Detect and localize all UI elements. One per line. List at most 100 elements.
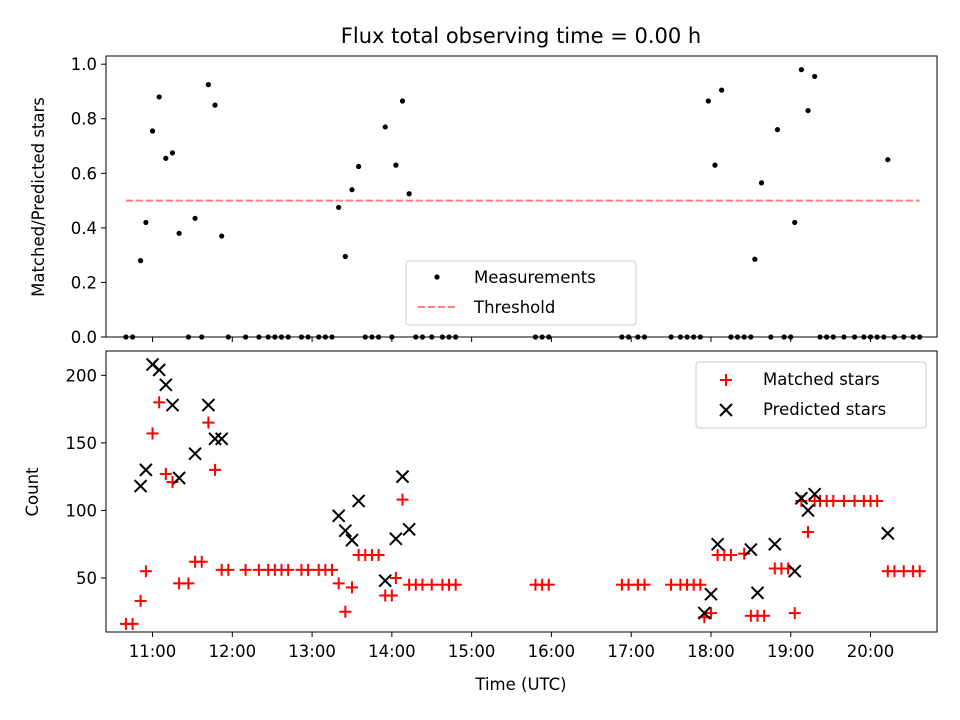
matched-stars-point — [339, 605, 352, 618]
predicted-stars-point — [768, 537, 782, 551]
x-tick-label: 13:00 — [288, 642, 336, 661]
predicted-stars-point — [402, 522, 416, 537]
measurement-point — [752, 256, 758, 262]
top-panel: 0.0 0.2 0.4 0.6 0.8 1.0 Matched/Predicted sta… — [29, 55, 938, 347]
measurement-point — [719, 87, 725, 93]
top-y-tick-label: 0.8 — [71, 110, 97, 129]
measurement-point — [798, 67, 804, 73]
bottom-legend-box — [695, 361, 927, 429]
matched-stars-point — [332, 577, 345, 590]
predicted-stars-point — [395, 469, 410, 484]
predicted-stars-point — [881, 526, 895, 541]
predicted-stars-point — [214, 432, 229, 446]
matched-stars-point — [694, 578, 707, 591]
predicted-stars-point — [378, 573, 392, 588]
predicted-stars-point — [788, 564, 802, 578]
legend-threshold-label: Threshold — [473, 298, 555, 317]
measurement-point — [393, 162, 399, 168]
legend-measurements-marker — [434, 274, 440, 280]
top-y-tick-label: 0.4 — [71, 219, 97, 238]
top-y-tick-label: 0.2 — [71, 273, 97, 292]
legend-predicted-label: Predicted stars — [763, 400, 886, 419]
measurement-point — [349, 187, 355, 193]
predicted-stars-point — [345, 533, 359, 547]
bottom-y-tick-label: 100 — [66, 501, 98, 520]
top-y-tick-label: 0.6 — [71, 164, 97, 183]
x-tick-label: 14:00 — [368, 642, 416, 661]
predicted-stars-point — [697, 606, 712, 620]
matched-stars-point — [871, 494, 884, 507]
x-tick-label: 18:00 — [687, 642, 735, 661]
matched-stars-point — [758, 609, 771, 622]
matched-stars-point — [802, 526, 815, 539]
legend-predicted-marker — [719, 403, 733, 417]
matched-stars-point — [913, 565, 926, 578]
matched-stars-point — [166, 476, 179, 489]
measurement-point — [342, 253, 348, 260]
measurement-point — [156, 94, 162, 100]
matched-stars-point — [326, 563, 339, 576]
top-legend: Measurements Threshold — [405, 260, 637, 326]
predicted-stars-point — [801, 503, 815, 518]
measurement-point — [205, 82, 211, 88]
matched-stars-point — [372, 548, 385, 561]
matched-stars-point — [202, 416, 215, 429]
matched-stars-point — [638, 578, 651, 591]
predicted-stars-point — [133, 479, 148, 493]
predicted-stars-point — [338, 523, 353, 538]
measurement-point — [212, 102, 218, 108]
matched-stars-point — [724, 548, 737, 561]
measurement-point — [758, 180, 765, 186]
bottom-y-tick-label: 200 — [66, 366, 98, 385]
bottom-y-tick-label: 150 — [66, 434, 98, 453]
measurement-point — [192, 215, 198, 221]
predicted-stars-point — [188, 446, 202, 461]
predicted-stars-point — [159, 378, 173, 392]
predicted-stars-point — [208, 432, 222, 446]
matched-stars-point — [153, 396, 166, 409]
measurement-point — [137, 258, 144, 264]
chart-title: Flux total observing time = 0.00 h — [341, 24, 701, 48]
measurement-point — [399, 98, 406, 104]
matched-stars-point — [385, 589, 398, 602]
matched-stars-point — [159, 467, 172, 480]
matched-stars-point — [425, 578, 438, 591]
matched-stars-point — [827, 494, 840, 507]
predicted-stars-point — [152, 363, 166, 377]
bottom-axes-frame — [105, 350, 938, 633]
measurement-point — [885, 157, 891, 163]
bottom-legend: Matched stars Predicted stars — [695, 361, 927, 429]
matched-stars-point — [126, 617, 139, 630]
predicted-stars-point — [351, 494, 366, 508]
matched-stars-point — [449, 578, 462, 591]
measurement-point — [149, 128, 156, 134]
matched-stars-point — [738, 547, 751, 560]
matched-stars-point — [345, 581, 358, 594]
measurement-point — [176, 230, 182, 236]
measurement-point — [356, 163, 362, 170]
bottom-panel: 11:00 12:00 13:00 14:00 15:00 16:00 17:00 18:00… — [23, 350, 938, 694]
measurement-point — [219, 233, 225, 239]
matched-stars-point — [139, 565, 152, 578]
measurement-point — [143, 219, 149, 226]
matched-stars-point — [195, 555, 208, 568]
matched-stars-point — [282, 563, 295, 576]
predicted-stars-point — [710, 537, 725, 551]
matched-stars-point — [389, 571, 402, 584]
predicted-stars-point — [704, 587, 718, 601]
measurement-point — [705, 98, 711, 104]
matched-stars-point — [837, 494, 850, 507]
x-tick-label: 15:00 — [448, 642, 496, 661]
legend-measurements-label: Measurements — [474, 268, 596, 287]
measurement-point — [336, 204, 342, 211]
x-axis-label: Time (UTC) — [474, 675, 566, 694]
predicted-stars-point — [744, 542, 758, 557]
top-y-tick-label: 0.0 — [71, 328, 97, 347]
matched-stars-point — [542, 578, 555, 591]
measurement-point — [805, 107, 811, 114]
predicted-stars-point — [165, 398, 180, 412]
matched-stars-point — [209, 463, 222, 476]
x-tick-label: 11:00 — [129, 642, 177, 661]
matched-stars-point — [222, 563, 235, 576]
matched-stars-point — [302, 563, 315, 576]
